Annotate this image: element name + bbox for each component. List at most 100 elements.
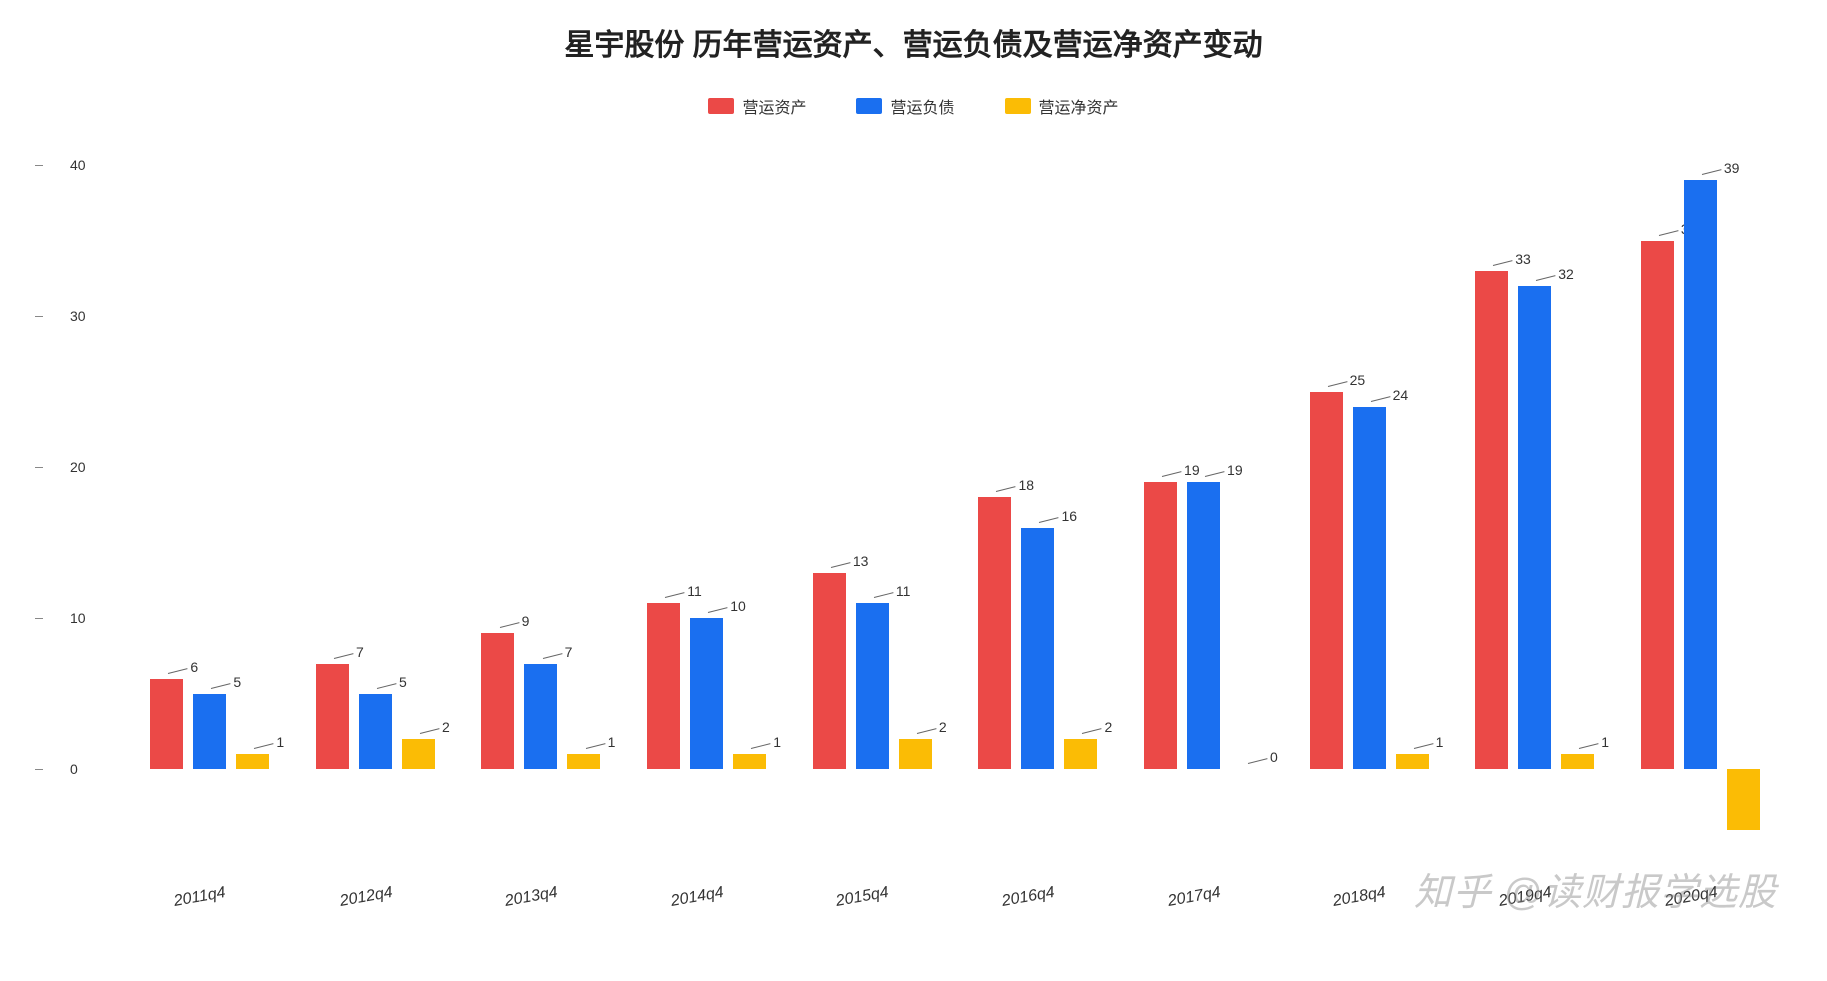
legend-swatch [856, 98, 882, 114]
bar [316, 664, 349, 770]
bar-value-leader [420, 728, 440, 734]
bar-value-leader [996, 487, 1016, 493]
bar-value-leader [665, 592, 685, 598]
bar-value-label: 2 [442, 719, 450, 735]
x-tick-label: 2012q4 [338, 884, 394, 911]
legend: 营运资产 营运负债 营运净资产 [0, 94, 1827, 118]
bar [193, 694, 226, 770]
category-group: 971 [481, 165, 600, 845]
y-tick: 20 [70, 459, 120, 475]
bar [402, 739, 435, 769]
bar [733, 754, 766, 769]
bar-value-leader [586, 744, 606, 750]
y-tick-mark [35, 165, 43, 166]
legend-item: 营运资产 [708, 94, 806, 118]
bar [1187, 482, 1220, 769]
watermark: 知乎 @读财报学选股 [1414, 861, 1777, 916]
bar-value-label: 6 [190, 659, 198, 675]
bar-value-label: 33 [1515, 251, 1531, 267]
y-axis: 010203040 [70, 165, 120, 845]
bar [856, 603, 889, 769]
bar-value-leader [1702, 169, 1722, 175]
y-tick-label: 0 [70, 761, 78, 777]
bar [899, 739, 932, 769]
bar [1396, 754, 1429, 769]
y-tick: 10 [70, 610, 120, 626]
y-tick-label: 10 [70, 610, 86, 626]
y-tick-mark [35, 618, 43, 619]
bar-value-leader [254, 744, 274, 750]
bar-value-leader [377, 683, 397, 689]
chart-body: 6517529711110113112181621919025241333213… [120, 165, 1790, 845]
bar-value-label: 7 [565, 644, 573, 660]
bar [359, 694, 392, 770]
bar-value-leader [1371, 396, 1391, 402]
bar-value-leader [1205, 472, 1225, 478]
category-group: 19190 [1144, 165, 1263, 845]
bar [1727, 769, 1760, 829]
y-tick-mark [35, 769, 43, 770]
bar [647, 603, 680, 769]
bar-value-label: 18 [1018, 477, 1034, 493]
bar [567, 754, 600, 769]
category-group: 651 [150, 165, 269, 845]
category-group: 25241 [1310, 165, 1429, 845]
bar [481, 633, 514, 769]
bar [1064, 739, 1097, 769]
bar-value-label: 1 [1436, 734, 1444, 750]
bar-value-leader [1493, 260, 1513, 266]
category-group: 33321 [1475, 165, 1594, 845]
bar-value-label: 2 [1104, 719, 1112, 735]
bar-value-label: 39 [1724, 160, 1740, 176]
bar-value-label: 10 [730, 598, 746, 614]
bar-value-leader [1579, 744, 1599, 750]
y-tick: 40 [70, 157, 120, 173]
x-tick-label: 2011q4 [173, 884, 228, 911]
category-group: 3539 [1641, 165, 1760, 845]
bar [1518, 286, 1551, 770]
bar-value-leader [917, 728, 937, 734]
bar-value-label: 11 [896, 583, 911, 599]
bar-value-leader [334, 653, 354, 659]
legend-swatch [1005, 98, 1031, 114]
x-tick-label: 2017q4 [1166, 884, 1222, 911]
bar-value-label: 5 [233, 674, 241, 690]
bar-value-leader [1414, 744, 1434, 750]
bar-value-label: 9 [522, 613, 530, 629]
legend-swatch [708, 98, 734, 114]
legend-label: 营运负债 [890, 94, 954, 118]
bar-value-leader [500, 623, 520, 629]
bar-value-label: 7 [356, 644, 364, 660]
bar-value-leader [874, 592, 894, 598]
y-tick-label: 30 [70, 308, 86, 324]
bar [1641, 241, 1674, 770]
bar-value-leader [168, 668, 188, 674]
legend-item: 营运负债 [856, 94, 954, 118]
bar-value-leader [543, 653, 563, 659]
bar-value-leader [751, 744, 771, 750]
bar [1684, 180, 1717, 769]
bar-value-label: 13 [853, 553, 869, 569]
legend-label: 营运净资产 [1039, 94, 1119, 118]
plot-area: 010203040 651752971111011311218162191902… [70, 165, 1790, 845]
bar [813, 573, 846, 769]
bar-value-label: 19 [1227, 462, 1243, 478]
category-group: 11101 [647, 165, 766, 845]
bar-value-label: 24 [1393, 387, 1409, 403]
bar [690, 618, 723, 769]
bar [524, 664, 557, 770]
bar [236, 754, 269, 769]
bar-value-leader [211, 683, 231, 689]
bar-value-label: 0 [1270, 749, 1278, 765]
bar-value-label: 32 [1558, 266, 1574, 282]
bar-value-label: 1 [608, 734, 616, 750]
bar-value-label: 11 [687, 583, 702, 599]
bar-value-label: 25 [1350, 372, 1366, 388]
bar-value-label: 5 [399, 674, 407, 690]
bar-value-label: 1 [276, 734, 284, 750]
bar [1144, 482, 1177, 769]
bar [150, 679, 183, 770]
y-tick: 0 [70, 761, 120, 777]
y-tick-label: 20 [70, 459, 86, 475]
bar [1353, 407, 1386, 770]
